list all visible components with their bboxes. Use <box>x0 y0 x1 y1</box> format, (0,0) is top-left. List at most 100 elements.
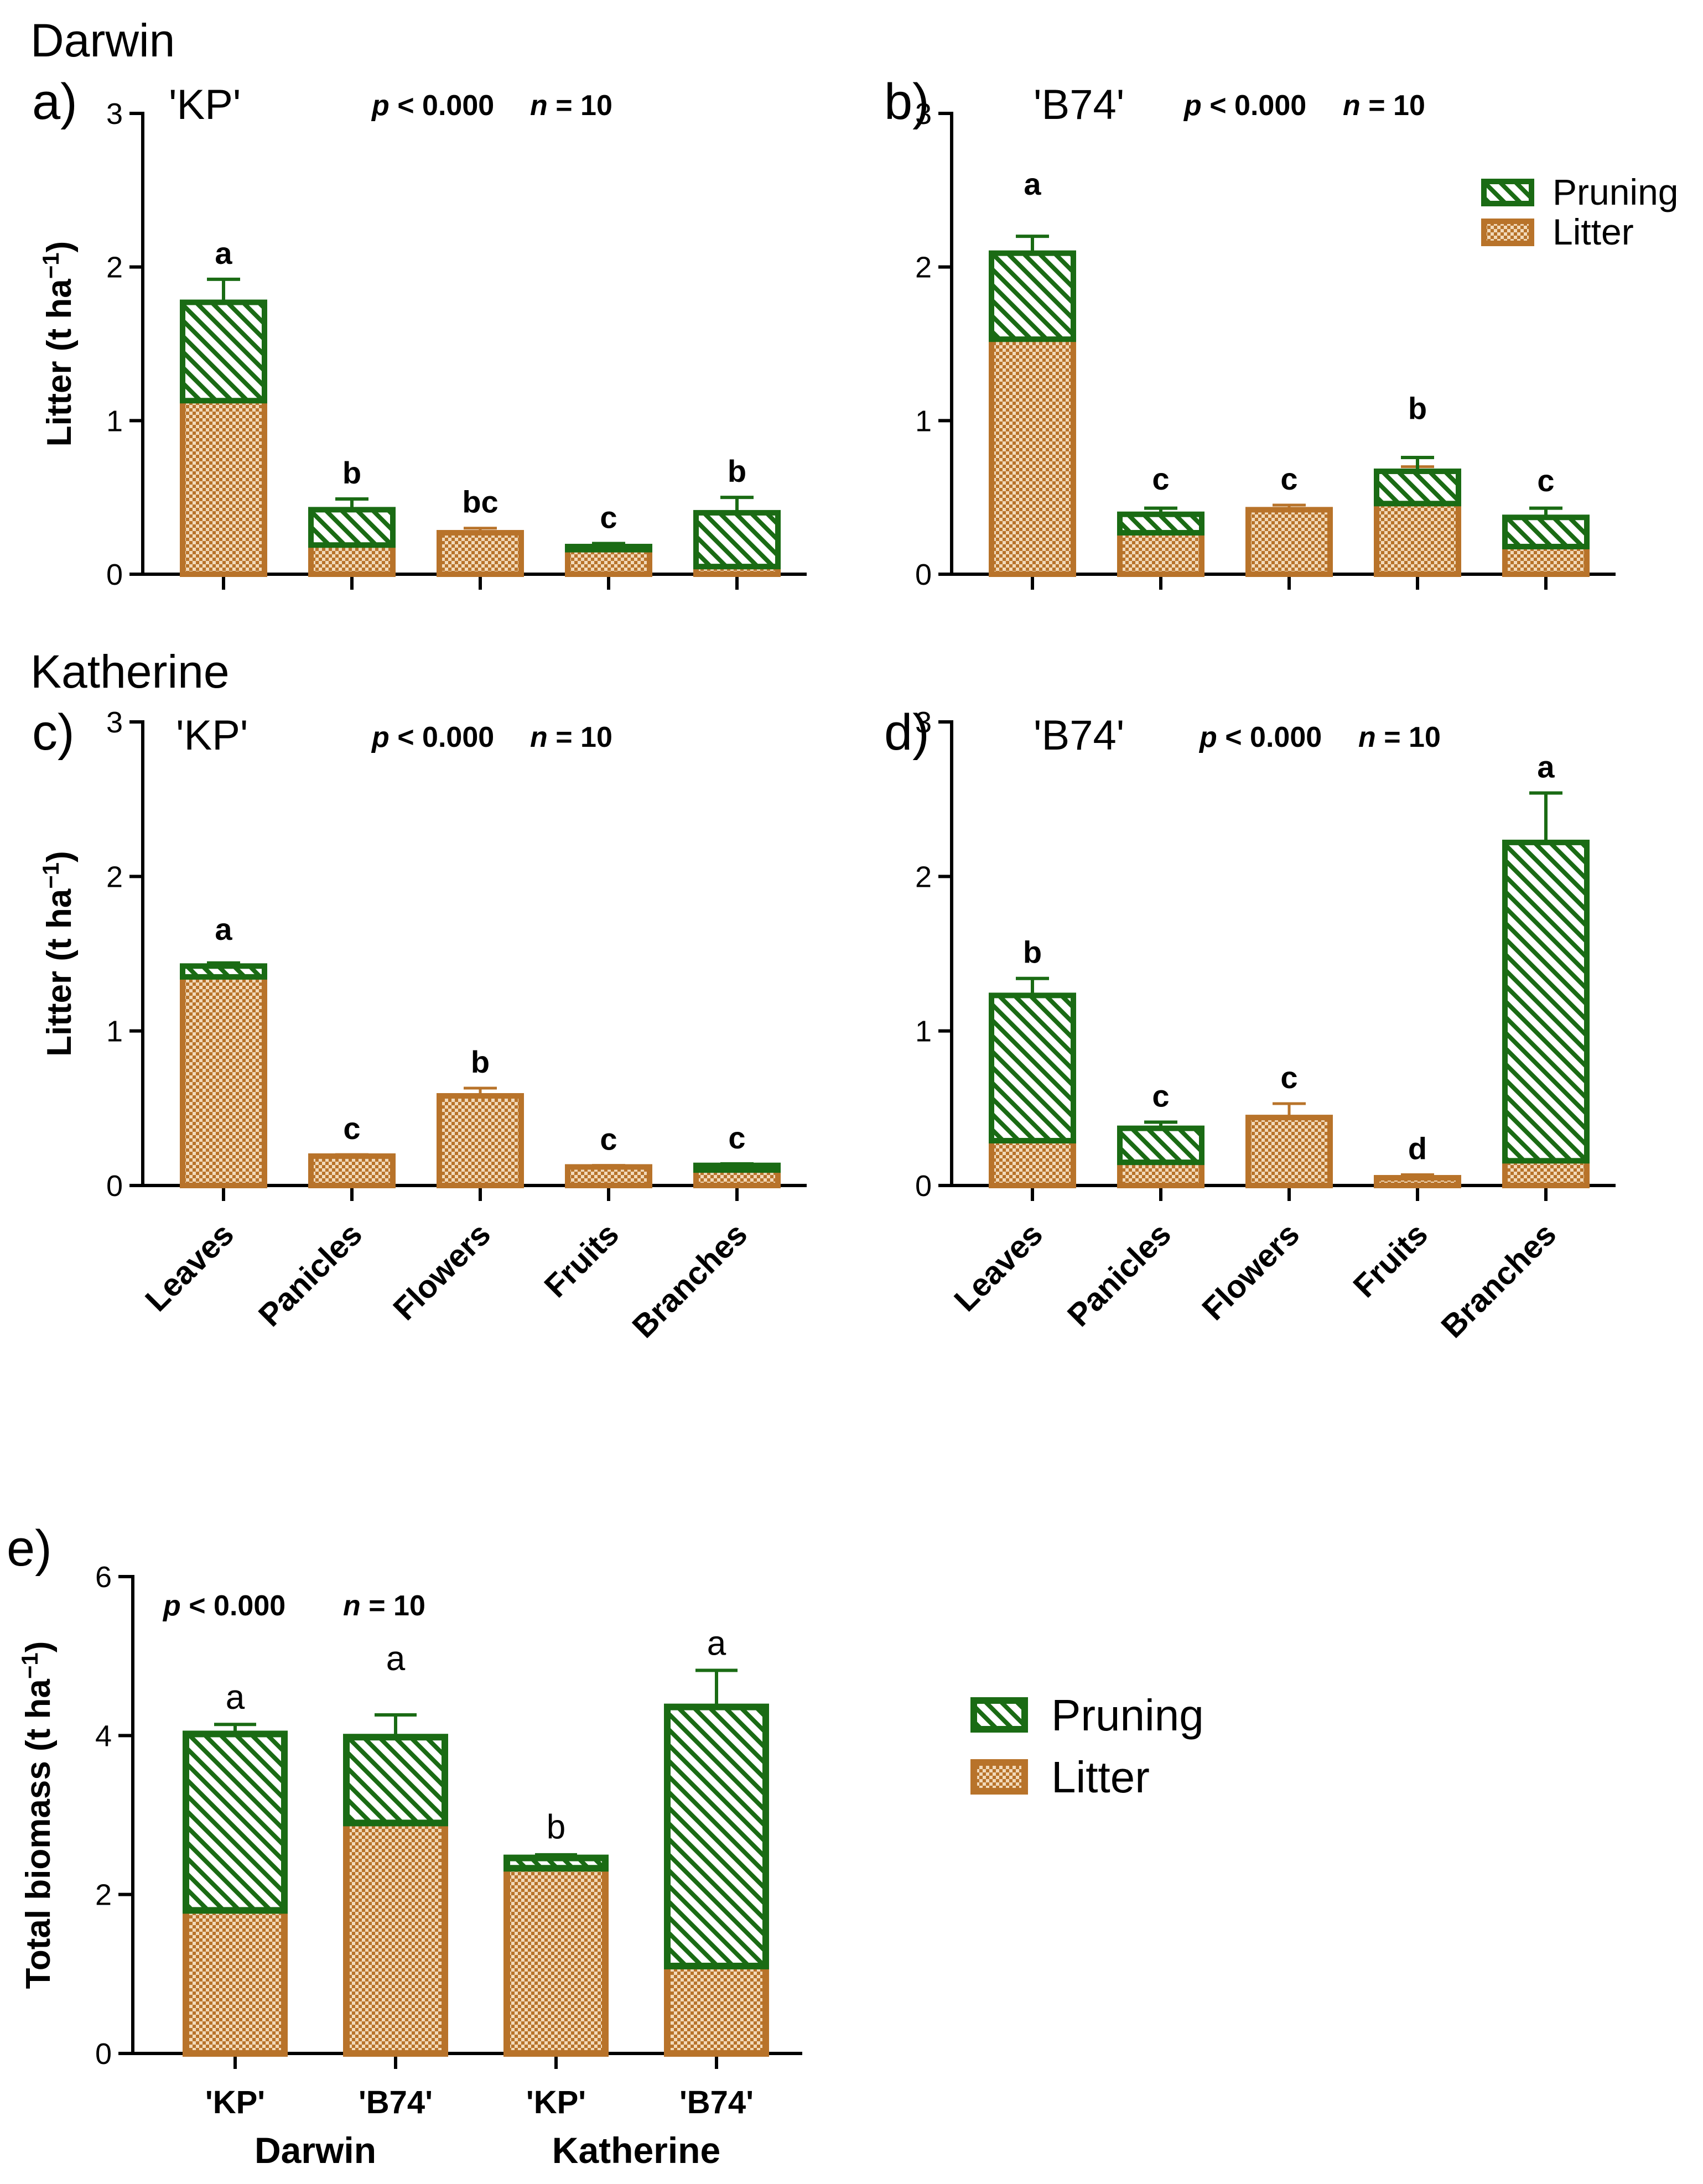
bar-litter <box>437 1093 524 1189</box>
bar-litter <box>565 547 652 577</box>
bar-litter <box>183 1907 288 2057</box>
y-tick-label: 0 <box>915 1169 932 1203</box>
x-tick-label: Flowers <box>1195 1216 1306 1327</box>
significance-letter: c <box>1152 1078 1169 1113</box>
x-tick-label: Flowers <box>386 1216 497 1327</box>
bar-pruning <box>308 507 396 548</box>
bar-litter <box>503 1865 609 2057</box>
y-tick-label: 4 <box>95 1719 112 1753</box>
y-tick-label: 0 <box>915 558 932 591</box>
bar-pruning <box>343 1734 448 1827</box>
stat-p-value: p < 0.000 <box>1183 90 1306 122</box>
panel-d: d) 'B74' p < 0.000 n = 10 0 1 2 3 b Leaves c Panicl… <box>884 704 1616 1345</box>
stat-p-value: p < 0.000 <box>371 90 494 122</box>
y-tick-label: 0 <box>106 1169 123 1203</box>
legend-large-litter-label: Litter <box>1051 1753 1150 1802</box>
y-tick-label: 3 <box>106 706 123 739</box>
stat-n-value: n = 10 <box>1358 721 1441 753</box>
significance-letter: c <box>600 500 617 534</box>
x-tick-label: 'B74' <box>359 2084 433 2120</box>
x-tick-label: 'B74' <box>679 2084 754 2120</box>
y-tick-label: 2 <box>106 860 123 893</box>
panel-e: e) p < 0.000 n = 10 Total biomass (t ha−1) 0… <box>7 1520 802 2171</box>
bar-pruning <box>180 963 267 980</box>
stat-p-value: p < 0.000 <box>371 721 494 753</box>
y-axis-label: Litter (t ha−1) <box>38 241 79 447</box>
y-axis-label: Total biomass (t ha−1) <box>17 1641 58 1989</box>
bar-pruning <box>664 1703 769 1969</box>
x-tick-label: Fruits <box>537 1216 626 1304</box>
bar-pruning <box>1117 1125 1204 1166</box>
legend-large-pruning-label: Pruning <box>1051 1691 1204 1740</box>
bar-litter <box>180 398 267 578</box>
y-tick-label: 3 <box>106 97 123 131</box>
y-tick-label: 3 <box>915 97 932 131</box>
y-tick-label: 1 <box>106 404 123 438</box>
stat-n-value: n = 10 <box>343 1590 425 1622</box>
panel-cultivar: 'B74' <box>1034 81 1124 128</box>
bar-litter <box>565 1164 652 1188</box>
significance-letter: a <box>215 236 232 271</box>
panel-cultivar: 'KP' <box>169 81 241 128</box>
bar-litter <box>1502 544 1590 578</box>
legend-large-pruning-swatch <box>970 1697 1028 1733</box>
significance-letter: c <box>1280 1060 1297 1095</box>
x-tick-label: Branches <box>625 1216 754 1345</box>
significance-letter: b <box>1408 391 1427 425</box>
bar-pruning <box>693 509 781 570</box>
bar-litter <box>343 1819 448 2057</box>
y-tick-label: 6 <box>95 1561 112 1594</box>
y-tick-label: 2 <box>106 251 123 284</box>
significance-letter: c <box>1280 461 1297 496</box>
bar-pruning <box>693 1162 781 1173</box>
x-tick-label: Leaves <box>947 1216 1050 1318</box>
bar-pruning <box>989 250 1076 342</box>
significance-letter: b <box>471 1044 490 1079</box>
panel-letter: a) <box>32 74 77 130</box>
panel-c: c) 'KP' p < 0.000 n = 10 Litter (t ha−1) 0 1 2 3… <box>32 704 807 1345</box>
panel-cultivar: 'KP' <box>176 712 248 759</box>
bar-litter <box>1245 507 1333 578</box>
y-tick-label: 2 <box>915 860 932 893</box>
significance-letter: b <box>728 454 746 488</box>
y-tick-label: 2 <box>95 1879 112 1912</box>
bar-litter <box>989 336 1076 577</box>
significance-letter: a <box>386 1640 406 1678</box>
panel-letter: b) <box>884 74 930 130</box>
x-tick-label: Leaves <box>138 1216 241 1318</box>
bar-litter <box>1502 1158 1590 1188</box>
legend-small-pruning-swatch <box>1481 179 1534 206</box>
y-tick-label: 1 <box>915 1015 932 1048</box>
y-tick-label: 3 <box>915 706 932 739</box>
x-tick-label: Fruits <box>1346 1216 1435 1304</box>
stat-n-value: n = 10 <box>1343 90 1425 122</box>
legend-small: Pruning Litter <box>1481 171 1679 252</box>
bar-pruning <box>1502 839 1590 1164</box>
x-tick-label: Panicles <box>252 1216 369 1333</box>
significance-letter: c <box>728 1120 745 1155</box>
significance-letter: b <box>342 455 361 490</box>
x-group-label: Darwin <box>255 2130 376 2171</box>
panel-letter: e) <box>7 1520 52 1577</box>
bar-litter <box>1374 501 1461 577</box>
bar-pruning <box>1374 468 1461 507</box>
bar-litter <box>308 542 396 578</box>
stat-n-value: n = 10 <box>530 90 612 122</box>
x-tick-label: 'KP' <box>205 2084 265 2120</box>
x-tick-label: 'KP' <box>526 2084 586 2120</box>
y-tick-label: 0 <box>95 2037 112 2071</box>
bar-litter <box>437 530 524 578</box>
bar-pruning <box>180 299 267 404</box>
bar-pruning <box>503 1854 609 1872</box>
legend-large-litter-swatch <box>970 1759 1028 1795</box>
significance-letter: c <box>1152 461 1169 496</box>
significance-letter: b <box>547 1808 565 1846</box>
legend-large: Pruning Litter <box>970 1691 1204 1802</box>
y-axis-label: Litter (t ha−1) <box>38 851 79 1057</box>
significance-letter: a <box>707 1625 726 1663</box>
bar-pruning <box>989 992 1076 1143</box>
y-tick-label: 1 <box>915 404 932 438</box>
site-title-katherine: Katherine <box>30 646 230 698</box>
y-tick-label: 1 <box>106 1015 123 1048</box>
